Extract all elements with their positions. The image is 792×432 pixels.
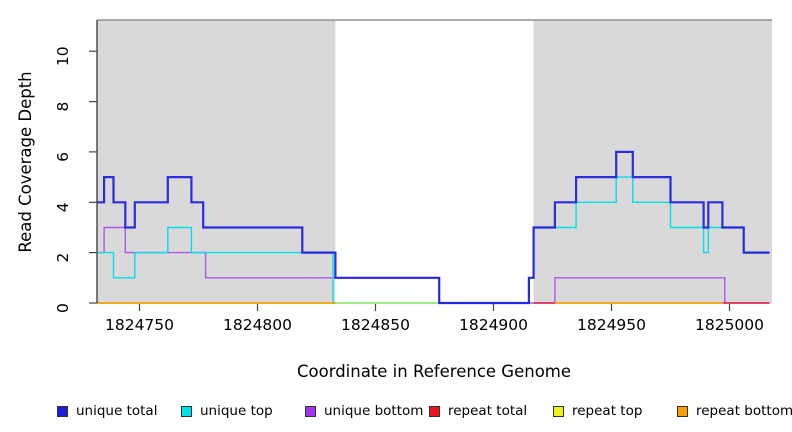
legend-item-unique-top: unique top (181, 403, 273, 419)
legend-item-repeat-bottom: repeat bottom (677, 403, 792, 419)
series-line-unique-bottom (97, 226, 770, 304)
x-axis-title: Coordinate in Reference Genome (297, 362, 571, 381)
x-tick-label: 1824950 (577, 316, 646, 334)
y-tick-label: 6 (54, 152, 72, 162)
x-tick-label: 1824750 (105, 316, 174, 334)
y-tick-label: 4 (54, 202, 72, 212)
legend-item-unique-total: unique total (57, 403, 157, 419)
legend-label: repeat top (572, 403, 643, 419)
y-tick-label: 2 (54, 253, 72, 263)
legend-label: unique total (76, 403, 158, 419)
unique-bottom-swatch-icon (305, 405, 316, 417)
x-tick-label: 1824800 (223, 316, 292, 334)
legend-item-unique-bottom: unique bottom (305, 403, 423, 419)
series-layer (97, 150, 770, 305)
legend-label: unique top (200, 403, 273, 419)
x-tick-label: 1824850 (341, 316, 410, 334)
repeat-top-swatch-icon (553, 405, 564, 417)
repeat-region-highlight (533, 20, 772, 303)
repeat-bottom-swatch-icon (677, 405, 688, 417)
y-axis-title: Read Coverage Depth (16, 71, 35, 252)
legend-label: repeat bottom (696, 403, 792, 419)
y-tick-label: 0 (54, 303, 72, 313)
repeat-total-swatch-icon (429, 405, 440, 417)
repeat-region-highlight (97, 20, 336, 303)
y-tick-label: 10 (54, 46, 72, 66)
legend-label: unique bottom (324, 403, 424, 419)
legend-item-repeat-top: repeat top (553, 403, 642, 419)
x-tick-label: 1824900 (459, 316, 528, 334)
series-line-unique-total (97, 150, 770, 305)
axes-layer: 1824750 1824800 1824850 1824900 1824950 18250… (54, 20, 764, 334)
y-tick-label: 8 (54, 102, 72, 112)
repeat-region-layer (97, 19, 772, 303)
unique-total-swatch-icon (57, 405, 68, 417)
x-tick-label: 1825000 (695, 316, 764, 334)
unique-top-swatch-icon (181, 405, 192, 417)
legend-item-repeat-total: repeat total (429, 403, 527, 419)
legend-label: repeat total (448, 403, 528, 419)
